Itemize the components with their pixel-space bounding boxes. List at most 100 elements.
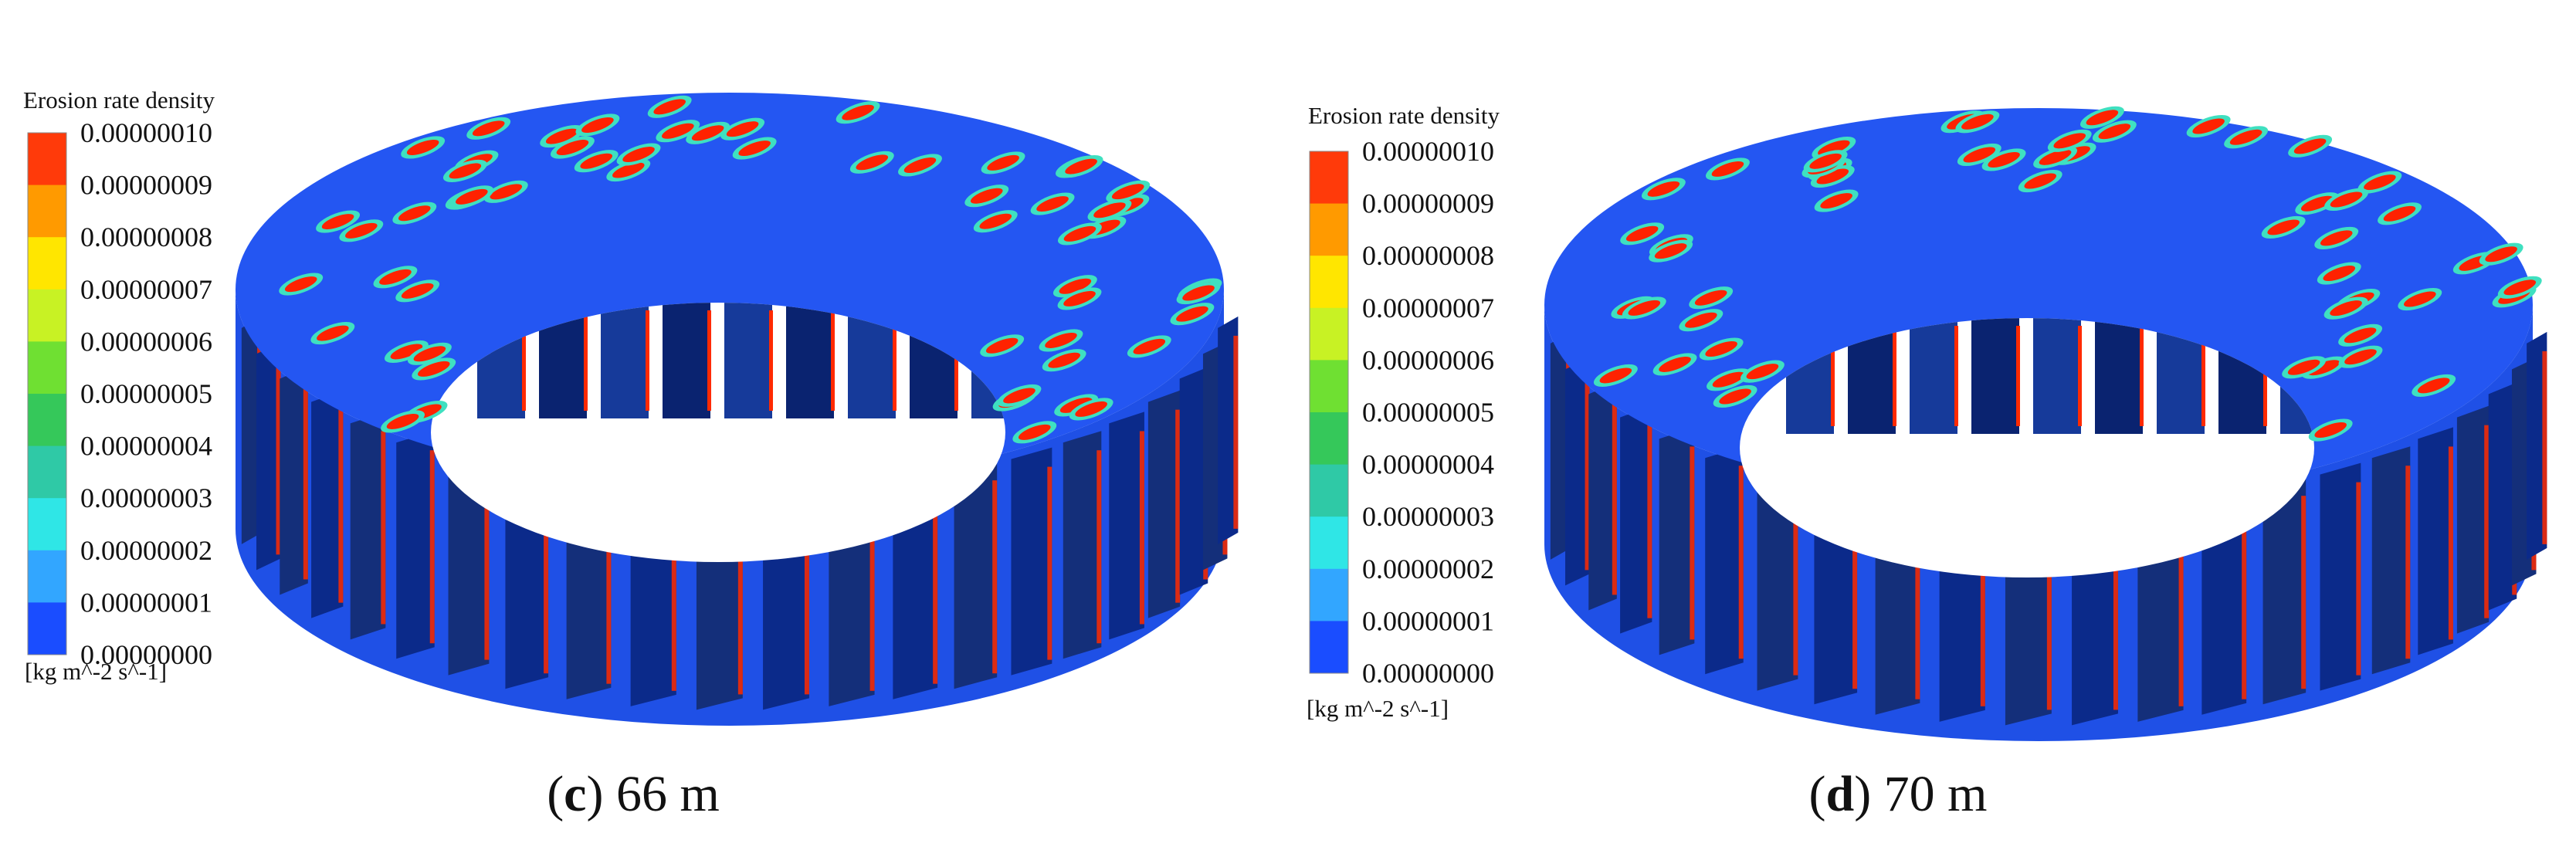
colorbar-tick-label: 0.00000002 bbox=[1362, 554, 1494, 584]
blade bbox=[311, 390, 344, 618]
caption: (c) 66 m bbox=[547, 766, 720, 822]
erosion-spot bbox=[1111, 184, 1144, 200]
erosion-spot bbox=[2287, 359, 2320, 375]
colorbar-tick-label: 0.00000003 bbox=[1362, 501, 1494, 532]
erosion-spot bbox=[2503, 279, 2537, 296]
erosion-streak bbox=[2542, 351, 2547, 544]
erosion-spot bbox=[413, 346, 446, 362]
erosion-streak bbox=[1690, 446, 1695, 640]
erosion-streak bbox=[2140, 326, 2144, 426]
colorbar-band bbox=[28, 237, 66, 290]
colorbar-tick-label: 0.00000006 bbox=[1362, 344, 1494, 375]
blade bbox=[1063, 431, 1102, 659]
erosion-spot bbox=[1059, 397, 1093, 413]
erosion-streak bbox=[954, 310, 958, 411]
erosion-spot bbox=[2192, 118, 2225, 134]
erosion-streak bbox=[646, 310, 649, 411]
erosion-spot bbox=[1685, 312, 1717, 328]
erosion-spot bbox=[581, 117, 614, 133]
erosion-spot bbox=[1065, 158, 1097, 174]
blade bbox=[1588, 382, 1617, 611]
colorbar-tick-label: 0.00000003 bbox=[80, 483, 212, 513]
erosion-spot bbox=[1075, 401, 1107, 417]
colorbar-tick-label: 0.00000010 bbox=[1362, 136, 1494, 167]
colorbar-tick-label: 0.00000009 bbox=[80, 170, 212, 201]
colorbar-tick-label: 0.00000007 bbox=[80, 274, 212, 305]
colorbar-tick-label: 0.00000005 bbox=[1362, 397, 1494, 428]
erosion-spot bbox=[979, 213, 1012, 229]
erosion-spot bbox=[2053, 133, 2086, 149]
erosion-spot bbox=[1712, 371, 1745, 388]
colorbar-tick-label: 0.00000000 bbox=[1362, 658, 1494, 689]
erosion-streak bbox=[2356, 482, 2361, 676]
colorbar-band bbox=[1310, 621, 1348, 674]
caption-letter: d bbox=[1825, 766, 1854, 822]
erosion-spot bbox=[417, 361, 450, 377]
colorbar-band bbox=[28, 550, 66, 603]
erosion-spot bbox=[1018, 424, 1051, 440]
erosion-streak bbox=[522, 310, 526, 411]
erosion-spot bbox=[1003, 388, 1035, 404]
erosion-streak bbox=[1954, 326, 1958, 426]
erosion-streak bbox=[671, 497, 676, 691]
erosion-spot bbox=[1133, 338, 1166, 354]
erosion-spot bbox=[2314, 422, 2347, 438]
erosion-spot bbox=[653, 99, 686, 115]
blade bbox=[954, 461, 998, 689]
erosion-spot bbox=[1659, 356, 1691, 372]
erosion-spot bbox=[2485, 246, 2517, 262]
erosion-spot bbox=[2330, 191, 2363, 208]
erosion-streak bbox=[2078, 326, 2082, 426]
inner-blade bbox=[2095, 318, 2143, 434]
inner-blade bbox=[786, 303, 834, 418]
caption-open: ( bbox=[547, 766, 564, 822]
erosion-streak bbox=[1893, 326, 1896, 426]
erosion-spot bbox=[1719, 388, 1751, 405]
erosion-spot bbox=[2417, 378, 2450, 394]
colorbar-band bbox=[1310, 464, 1348, 517]
erosion-streak bbox=[737, 501, 743, 695]
erosion-spot bbox=[1647, 181, 1680, 197]
erosion-spot bbox=[738, 141, 771, 157]
erosion-spot bbox=[970, 188, 1003, 204]
blade bbox=[1620, 405, 1652, 634]
blade bbox=[1659, 427, 1695, 655]
erosion-spot bbox=[398, 205, 431, 222]
erosion-spot bbox=[2403, 291, 2436, 307]
turbine-render bbox=[1544, 106, 2547, 741]
erosion-spot bbox=[556, 140, 589, 156]
erosion-streak bbox=[1793, 482, 1798, 676]
erosion-spot bbox=[345, 222, 378, 239]
legend-title: Erosion rate density bbox=[23, 86, 215, 113]
erosion-spot bbox=[2300, 195, 2334, 212]
erosion-spot bbox=[1988, 152, 2020, 168]
erosion-streak bbox=[1738, 466, 1744, 659]
erosion-streak bbox=[992, 480, 998, 674]
erosion-spot bbox=[1059, 278, 1092, 294]
erosion-spot bbox=[2024, 173, 2057, 189]
erosion-streak bbox=[1612, 401, 1617, 595]
erosion-streak bbox=[429, 450, 435, 644]
erosion-spot bbox=[1711, 161, 1744, 177]
blade bbox=[1757, 462, 1798, 691]
erosion-streak bbox=[484, 466, 490, 660]
erosion-spot bbox=[612, 162, 645, 178]
erosion-streak bbox=[707, 310, 711, 411]
erosion-streak bbox=[2113, 516, 2118, 710]
erosion-spot bbox=[386, 413, 419, 429]
erosion-streak bbox=[544, 480, 549, 674]
colorbar-band bbox=[1310, 516, 1348, 570]
colorbar-tick-label: 0.00000004 bbox=[80, 431, 212, 462]
colorbar-tick-label: 0.00000000 bbox=[80, 639, 212, 670]
erosion-streak bbox=[2301, 496, 2307, 689]
blade bbox=[2320, 462, 2361, 691]
erosion-spot bbox=[1628, 300, 1661, 316]
erosion-spot bbox=[284, 276, 317, 293]
blade bbox=[2488, 382, 2517, 611]
erosion-streak bbox=[2201, 326, 2205, 426]
erosion-spot bbox=[321, 214, 354, 230]
colorbar-tick-label: 0.00000010 bbox=[80, 117, 212, 148]
erosion-spot bbox=[726, 121, 759, 137]
erosion-streak bbox=[1047, 466, 1052, 660]
erosion-streak bbox=[893, 310, 897, 411]
